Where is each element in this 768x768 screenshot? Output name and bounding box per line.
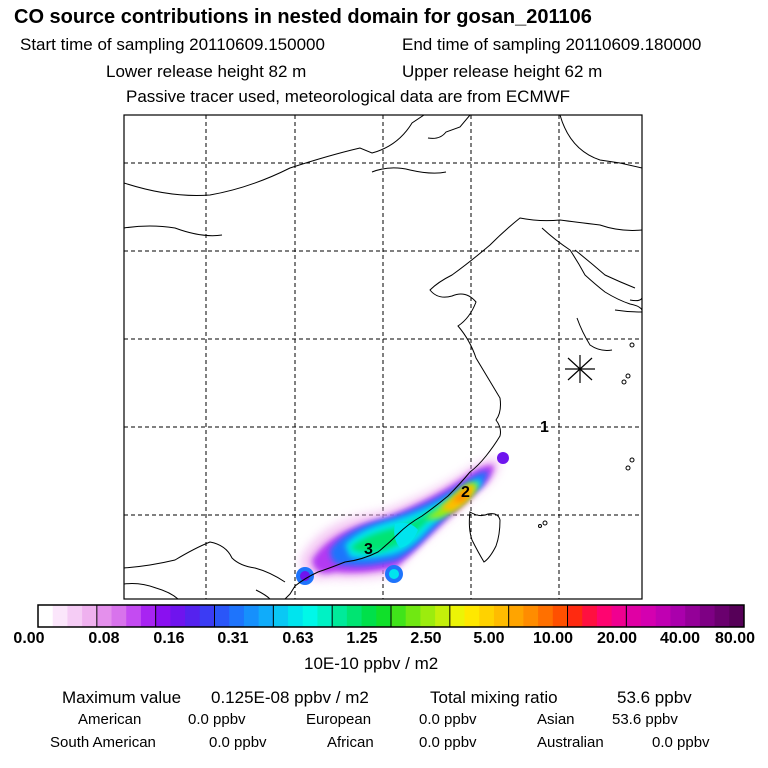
colorbar-tick-label: 0.16 xyxy=(153,630,185,647)
maximum-value: 0.125E-08 ppbv / m2 xyxy=(211,688,369,707)
colorbar-cell xyxy=(67,605,83,627)
coastlines xyxy=(124,115,642,599)
colorbar-cell xyxy=(170,605,186,627)
colorbar-cell xyxy=(302,605,318,627)
colorbar-cell xyxy=(699,605,716,627)
colorbar-cell xyxy=(258,605,274,627)
colorbar-cell xyxy=(596,605,613,627)
colorbar-cell xyxy=(111,605,127,627)
colorbar-cell xyxy=(38,605,54,627)
map-marker-1: 1 xyxy=(540,419,549,436)
colorbar-cell xyxy=(214,605,230,627)
colorbar-cell xyxy=(582,605,598,627)
colorbar-tick-label: 0.08 xyxy=(88,630,120,647)
colorbar-cell xyxy=(140,605,157,627)
colorbar-cell xyxy=(655,605,671,627)
receptor-star-icon xyxy=(565,355,595,383)
map-frame xyxy=(123,114,643,600)
region-value: 0.0 ppbv xyxy=(419,711,477,728)
colorbar-cell xyxy=(567,605,583,627)
colorbar-cell xyxy=(96,605,113,627)
region-value: 0.0 ppbv xyxy=(419,734,477,751)
colorbar-tick-label: 0.63 xyxy=(282,630,314,647)
maximum-value-label: Maximum value xyxy=(62,688,182,707)
colorbar-cell xyxy=(611,605,627,627)
colorbar-cell xyxy=(435,605,451,627)
colorbar-cell xyxy=(479,605,495,627)
tracer-note: Passive tracer used, meteorological data… xyxy=(126,87,571,106)
colorbar-tick-label: 1.25 xyxy=(346,630,378,647)
colorbar-cell xyxy=(626,605,642,627)
colorbar-tick-label: 2.50 xyxy=(410,630,442,647)
start-time-label: Start time of sampling 20110609.150000 xyxy=(20,35,325,54)
total-mixing-value: 53.6 ppbv xyxy=(617,688,692,707)
region-value: 0.0 ppbv xyxy=(652,734,710,751)
colorbar-cell xyxy=(538,605,554,627)
colorbar-cell xyxy=(199,605,215,627)
map-marker-3: 3 xyxy=(364,541,373,558)
region-name: European xyxy=(306,711,372,728)
colorbar-cell xyxy=(155,605,171,627)
region-value: 0.0 ppbv xyxy=(188,711,246,728)
region-value: 0.0 ppbv xyxy=(209,734,267,751)
source-contribution-plume xyxy=(296,452,509,585)
region-name: Asian xyxy=(537,711,575,728)
colorbar-tick-label: 20.00 xyxy=(596,630,638,647)
colorbar-cell xyxy=(464,605,480,627)
colorbar-cell xyxy=(714,605,730,627)
region-name: Australian xyxy=(537,734,604,751)
colorbar-cell xyxy=(449,605,466,627)
colorbar-cell xyxy=(361,605,377,627)
colorbar-cell xyxy=(391,605,407,627)
colorbar-cell xyxy=(346,605,363,627)
colorbar-cell xyxy=(729,605,745,627)
colorbar-tick-label: 5.00 xyxy=(473,630,505,647)
colorbar-tick-label: 0.00 xyxy=(13,630,45,647)
colorbar-tick-label: 10.00 xyxy=(532,630,574,647)
upper-height-label: Upper release height 62 m xyxy=(402,62,603,81)
region-name: American xyxy=(78,711,142,728)
colorbar-cell xyxy=(552,605,568,627)
colorbar-cell xyxy=(288,605,304,627)
colorbar-cell xyxy=(376,605,392,627)
region-name: South American xyxy=(50,734,156,751)
lower-height-label: Lower release height 82 m xyxy=(106,62,307,81)
colorbar-tick-label: 40.00 xyxy=(659,630,701,647)
colorbar-cell xyxy=(420,605,436,627)
end-time-label: End time of sampling 20110609.180000 xyxy=(402,35,702,54)
colorbar-cell xyxy=(273,605,289,627)
colorbar-tick-label: 80.00 xyxy=(714,630,756,647)
colorbar-cell xyxy=(685,605,701,627)
total-mixing-label: Total mixing ratio xyxy=(430,688,558,707)
colorbar-cell xyxy=(52,605,68,627)
colorbar-tick-label: 0.31 xyxy=(217,630,249,647)
chart-title: CO source contributions in nested domain… xyxy=(14,6,592,28)
colorbar-cell xyxy=(185,605,201,627)
colorbar-cell xyxy=(332,605,348,627)
colorbar-cell xyxy=(82,605,98,627)
colorbar-cell xyxy=(405,605,421,627)
colorbar-frame xyxy=(37,604,745,628)
colorbar-cell xyxy=(523,605,539,627)
colorbar-cell xyxy=(493,605,510,627)
region-value: 53.6 ppbv xyxy=(612,711,678,728)
colorbar-cell xyxy=(126,605,142,627)
colorbar-cell xyxy=(508,605,524,627)
colorbar-units: 10E-10 ppbv / m2 xyxy=(304,654,439,673)
map-marker-2: 2 xyxy=(461,484,470,501)
colorbar-cell xyxy=(243,605,260,627)
colorbar-cell xyxy=(229,605,245,627)
colorbar-cell xyxy=(317,605,333,627)
region-name: African xyxy=(327,734,374,751)
colorbar-cell xyxy=(641,605,657,627)
colorbar-cell xyxy=(670,605,686,627)
